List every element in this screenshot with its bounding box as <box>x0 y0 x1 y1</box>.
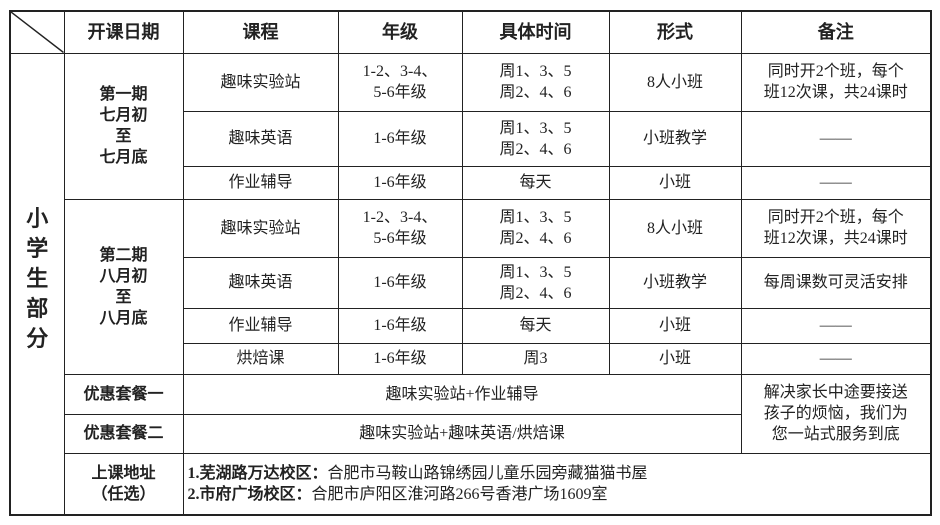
course-cell: 趣味实验站 <box>182 198 339 258</box>
header-time: 具体时间 <box>461 10 610 54</box>
course-cell: 烘焙课 <box>182 342 339 375</box>
schedule-table: 开课日期 课程 年级 具体时间 形式 备注 小学生部分 第一期 七月初至七月底 趣味实… <box>9 10 932 516</box>
grade-cell: 1-2、3-4、 5-6年级 <box>337 198 463 258</box>
format-cell: 8人小班 <box>608 52 742 112</box>
header-grade: 年级 <box>337 10 463 54</box>
grade-cell: 1-6年级 <box>337 307 463 344</box>
period-label-line: 八月初 <box>99 267 148 285</box>
note-cell: 同时开2个班，每个 班12次课，共24课时 <box>740 198 932 258</box>
period-label-line: 至 <box>115 128 132 145</box>
format-cell: 小班教学 <box>608 256 742 309</box>
note-cell: —— <box>740 165 932 200</box>
period-label: 第一期七月初至七月底 <box>63 52 184 200</box>
format-cell: 小班 <box>608 165 742 200</box>
package-label: 优惠套餐二 <box>63 413 184 454</box>
table-row: 趣味英语 1-6年级 周1、3、5 周2、4、6 小班教学 —— <box>10 110 932 167</box>
table-row: 作业辅导 1-6年级 每天 小班 —— <box>10 307 932 344</box>
address-line: 2.市府广场校区：合肥市庐阳区淮河路266号香港广场1609室 <box>188 484 931 505</box>
time-cell: 周1、3、5 周2、4、6 <box>461 256 610 309</box>
campus-address: 合肥市庐阳区淮河路266号香港广场1609室 <box>311 485 608 503</box>
campus-name: 2.市府广场校区： <box>187 485 312 503</box>
format-cell: 小班教学 <box>608 110 742 167</box>
note-cell: —— <box>740 307 932 344</box>
note-cell: 每周课数可灵活安排 <box>740 256 932 309</box>
period-label-line: 第一期 <box>99 86 148 103</box>
note-cell: —— <box>740 110 932 167</box>
header-format: 形式 <box>608 10 742 54</box>
package-label: 优惠套餐一 <box>63 373 184 415</box>
period-label: 第二期八月初至八月底 <box>63 198 184 375</box>
header-note: 备注 <box>740 10 932 54</box>
note-cell: —— <box>740 342 932 375</box>
package-content: 趣味实验站+作业辅导 <box>182 373 742 415</box>
period-label-line: 第二期 <box>99 246 148 264</box>
address-label: 上课地址 （任选） <box>63 452 184 516</box>
package-row: 优惠套餐一 趣味实验站+作业辅导 解决家长中途要接送 孩子的烦恼，我们为 您一站式服… <box>10 373 932 454</box>
diagonal-line <box>11 12 63 52</box>
time-cell: 每天 <box>461 165 610 200</box>
campus-address: 合肥市马鞍山路锦绣园儿童乐园旁藏猫猫书屋 <box>327 464 648 482</box>
grade-cell: 1-6年级 <box>337 256 463 309</box>
period-label-line: 八月底 <box>99 309 148 327</box>
table-row: 小学生部分 第一期 七月初至七月底 趣味实验站 1-2、3-4、 5-6年级 周1、3、5… <box>9 52 932 516</box>
package-content: 趣味实验站+趣味英语/烘焙课 <box>182 413 742 454</box>
package-note: 解决家长中途要接送 孩子的烦恼，我们为 您一站式服务到底 <box>740 373 932 454</box>
address-row: 上课地址 （任选） 1.芜湖路万达校区：合肥市马鞍山路锦绣园儿童乐园旁藏猫猫书屋 2.… <box>10 452 932 516</box>
header-row: 开课日期 课程 年级 具体时间 形式 备注 <box>9 10 932 54</box>
course-cell: 作业辅导 <box>182 307 339 344</box>
header-date: 开课日期 <box>63 10 184 54</box>
grade-cell: 1-6年级 <box>337 342 463 375</box>
course-cell: 趣味英语 <box>182 110 339 167</box>
address-label-line: 上课地址 <box>91 464 156 482</box>
time-cell: 周1、3、5 周2、4、6 <box>461 110 610 167</box>
grade-cell: 1-2、3-4、 5-6年级 <box>337 52 463 112</box>
time-cell: 周3 <box>461 342 610 375</box>
course-cell: 作业辅导 <box>182 165 339 200</box>
side-label: 小学生部分 <box>26 205 49 351</box>
time-cell: 周1、3、5 周2、4、6 <box>461 198 610 258</box>
format-cell: 小班 <box>608 307 742 344</box>
address-label-line: （任选） <box>91 485 156 503</box>
course-cell: 趣味实验站 <box>182 52 339 112</box>
period-label-line: 七月底 <box>99 149 148 166</box>
time-cell: 每天 <box>461 307 610 344</box>
grade-cell: 1-6年级 <box>337 110 463 167</box>
format-cell: 小班 <box>608 342 742 375</box>
corner-cell <box>9 10 65 54</box>
grade-cell: 1-6年级 <box>337 165 463 200</box>
side-label-cell: 小学生部分 <box>9 52 65 516</box>
course-cell: 趣味英语 <box>182 256 339 309</box>
header-course: 课程 <box>182 10 339 54</box>
table-row: 第二期 八月初至八月底 趣味实验站 1-2、3-4、 5-6年级 周1、3、5 周2、4… <box>10 198 932 375</box>
address-content: 1.芜湖路万达校区：合肥市马鞍山路锦绣园儿童乐园旁藏猫猫书屋 2.市府广场校区：合… <box>182 452 932 516</box>
package-row: 优惠套餐二 趣味实验站+趣味英语/烘焙课 <box>10 413 931 454</box>
period-label-line: 至 <box>115 288 132 306</box>
campus-name: 1.芜湖路万达校区： <box>187 464 328 482</box>
period-label-line: 七月初 <box>99 107 148 124</box>
format-cell: 8人小班 <box>608 198 742 258</box>
note-cell: 同时开2个班，每个 班12次课，共24课时 <box>740 52 932 112</box>
time-cell: 周1、3、5 周2、4、6 <box>461 52 610 112</box>
address-line: 1.芜湖路万达校区：合肥市马鞍山路锦绣园儿童乐园旁藏猫猫书屋 <box>188 463 931 484</box>
